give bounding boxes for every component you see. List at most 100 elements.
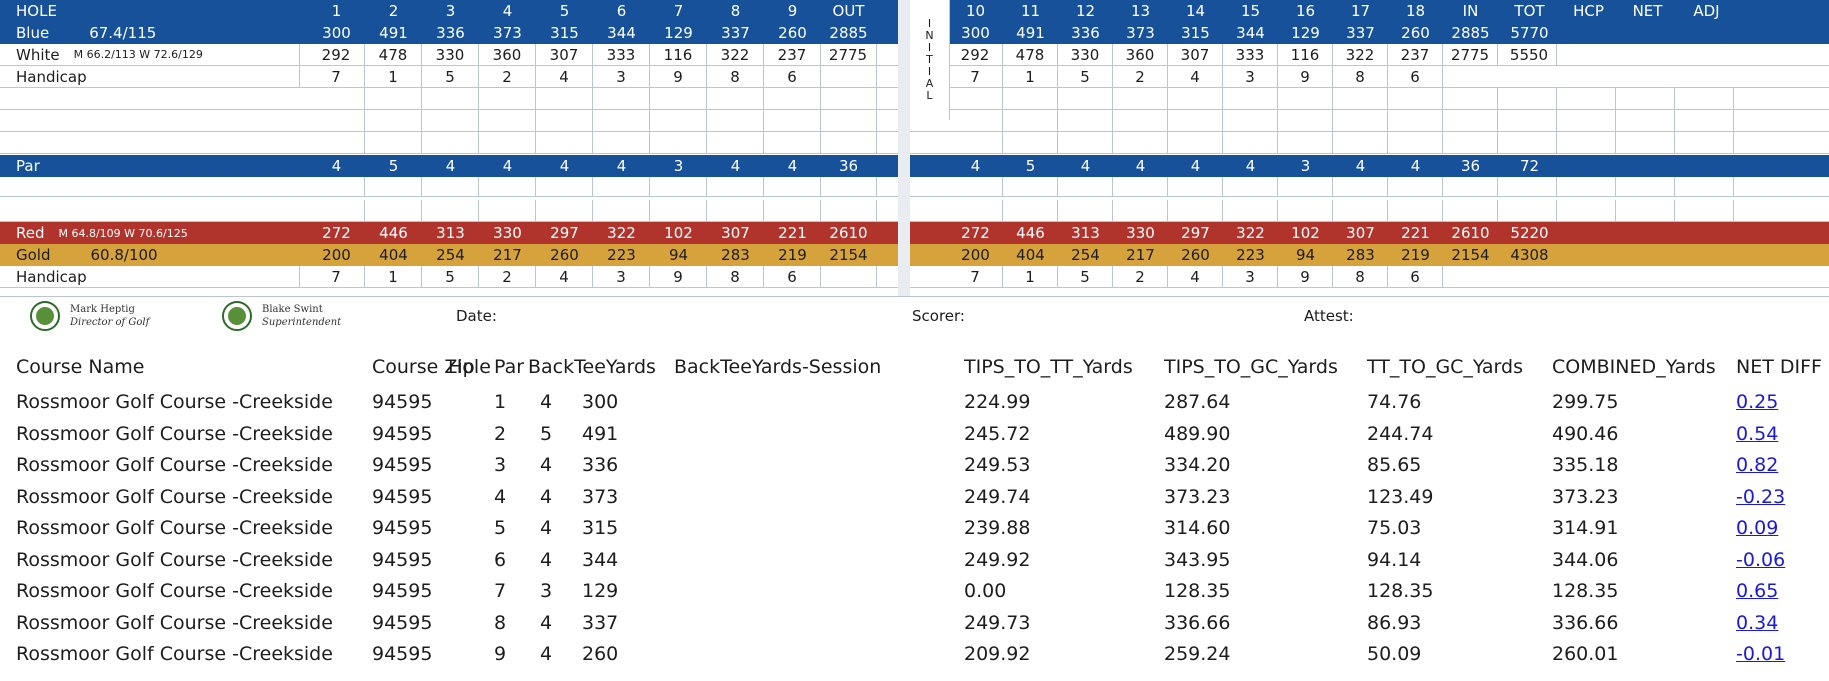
score-cell[interactable]	[1388, 132, 1443, 153]
score-cell[interactable]	[1278, 110, 1333, 131]
score-cell[interactable]	[1443, 200, 1498, 221]
score-cell[interactable]	[365, 175, 422, 196]
score-cell[interactable]	[1561, 200, 1616, 221]
score-cell[interactable]	[1443, 88, 1498, 109]
score-cell[interactable]	[948, 175, 1003, 196]
score-cell[interactable]	[764, 88, 821, 109]
score-cell[interactable]	[1058, 175, 1113, 196]
score-cell[interactable]	[536, 132, 593, 153]
score-cell[interactable]	[308, 175, 365, 196]
score-cell[interactable]	[1333, 110, 1388, 131]
score-cell[interactable]	[707, 132, 764, 153]
score-cell[interactable]	[1561, 88, 1616, 109]
score-cell[interactable]	[948, 110, 1003, 131]
net-diff-link[interactable]: 0.54	[1736, 422, 1779, 445]
score-cell[interactable]	[1502, 175, 1557, 196]
score-cell[interactable]	[1003, 200, 1058, 221]
score-cell[interactable]	[1502, 132, 1557, 153]
score-cell[interactable]	[1502, 200, 1557, 221]
score-cell[interactable]	[1443, 110, 1498, 131]
score-cell[interactable]	[650, 132, 707, 153]
score-cell[interactable]	[479, 110, 536, 131]
score-cell[interactable]	[1278, 132, 1333, 153]
score-cell[interactable]	[1278, 175, 1333, 196]
score-cell[interactable]	[948, 200, 1003, 221]
score-cell[interactable]	[1333, 200, 1388, 221]
net-diff-link[interactable]: 0.09	[1736, 517, 1779, 539]
score-cell[interactable]	[479, 200, 536, 221]
net-diff-link[interactable]: 0.25	[1736, 391, 1779, 413]
score-cell[interactable]	[764, 175, 821, 196]
score-cell[interactable]	[707, 88, 764, 109]
score-cell[interactable]	[1003, 175, 1058, 196]
score-cell[interactable]	[820, 175, 877, 196]
score-cell[interactable]	[764, 132, 821, 153]
score-cell[interactable]	[1003, 88, 1058, 109]
score-cell[interactable]	[1679, 200, 1734, 221]
score-cell[interactable]	[365, 88, 422, 109]
score-cell[interactable]	[536, 200, 593, 221]
net-diff-link[interactable]: -0.06	[1736, 548, 1786, 571]
score-cell[interactable]	[1679, 110, 1734, 131]
score-cell[interactable]	[764, 110, 821, 131]
score-cell[interactable]	[1168, 132, 1223, 153]
score-cell[interactable]	[1502, 110, 1557, 131]
score-cell[interactable]	[1679, 88, 1734, 109]
score-cell[interactable]	[593, 110, 650, 131]
score-cell[interactable]	[1388, 200, 1443, 221]
net-diff-link[interactable]: 0.65	[1736, 580, 1779, 602]
score-cell[interactable]	[1168, 200, 1223, 221]
score-cell[interactable]	[479, 175, 536, 196]
score-cell[interactable]	[308, 110, 365, 131]
score-cell[interactable]	[308, 132, 365, 153]
score-cell[interactable]	[1003, 110, 1058, 131]
score-cell[interactable]	[1058, 110, 1113, 131]
score-cell[interactable]	[948, 88, 1003, 109]
score-cell[interactable]	[764, 200, 821, 221]
net-diff-link[interactable]: -0.23	[1736, 485, 1786, 508]
score-cell[interactable]	[1388, 88, 1443, 109]
score-cell[interactable]	[422, 132, 479, 153]
score-cell[interactable]	[593, 132, 650, 153]
score-cell[interactable]	[948, 132, 1003, 153]
score-cell[interactable]	[1502, 88, 1557, 109]
score-cell[interactable]	[1561, 110, 1616, 131]
score-cell[interactable]	[422, 200, 479, 221]
score-cell[interactable]	[1620, 110, 1675, 131]
score-cell[interactable]	[536, 88, 593, 109]
net-diff-link[interactable]: -0.01	[1736, 643, 1786, 665]
score-cell[interactable]	[1223, 175, 1278, 196]
score-cell[interactable]	[650, 88, 707, 109]
score-cell[interactable]	[1333, 132, 1388, 153]
score-cell[interactable]	[820, 200, 877, 221]
score-cell[interactable]	[422, 110, 479, 131]
score-cell[interactable]	[365, 200, 422, 221]
score-cell[interactable]	[707, 175, 764, 196]
score-cell[interactable]	[1113, 132, 1168, 153]
score-cell[interactable]	[820, 110, 877, 131]
score-cell[interactable]	[1620, 175, 1675, 196]
score-cell[interactable]	[365, 132, 422, 153]
score-cell[interactable]	[422, 88, 479, 109]
score-cell[interactable]	[1333, 175, 1388, 196]
score-cell[interactable]	[479, 132, 536, 153]
score-cell[interactable]	[1679, 175, 1734, 196]
score-cell[interactable]	[1561, 175, 1616, 196]
score-cell[interactable]	[1113, 200, 1168, 221]
score-cell[interactable]	[1113, 110, 1168, 131]
score-cell[interactable]	[1223, 132, 1278, 153]
score-cell[interactable]	[1113, 88, 1168, 109]
score-cell[interactable]	[707, 200, 764, 221]
score-cell[interactable]	[1003, 132, 1058, 153]
score-cell[interactable]	[365, 110, 422, 131]
score-cell[interactable]	[1223, 200, 1278, 221]
score-cell[interactable]	[1058, 132, 1113, 153]
score-cell[interactable]	[422, 175, 479, 196]
score-cell[interactable]	[1679, 132, 1734, 153]
score-cell[interactable]	[1561, 132, 1616, 153]
score-cell[interactable]	[1388, 110, 1443, 131]
score-cell[interactable]	[536, 110, 593, 131]
score-cell[interactable]	[1058, 200, 1113, 221]
score-cell[interactable]	[1278, 200, 1333, 221]
score-cell[interactable]	[1333, 88, 1388, 109]
